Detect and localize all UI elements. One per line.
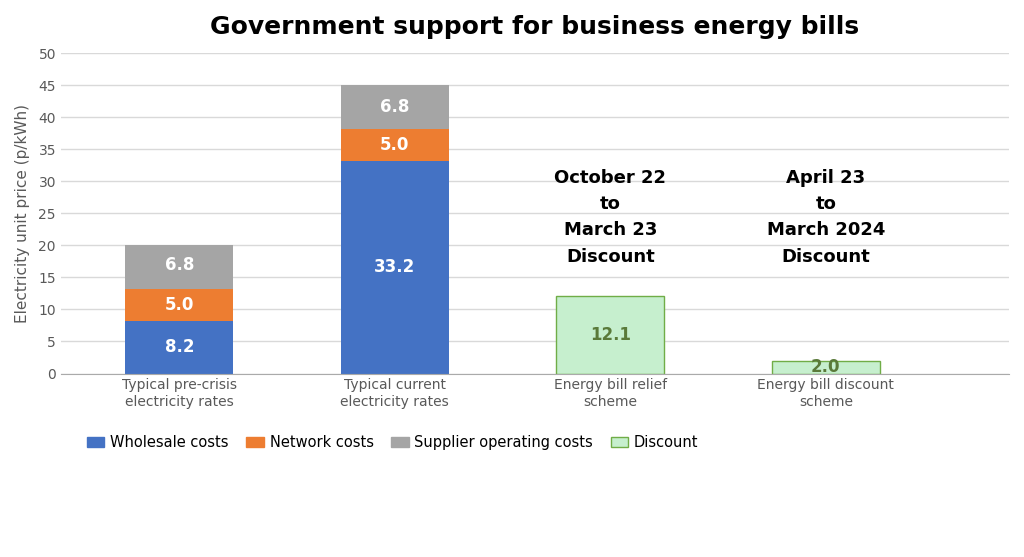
Text: 5.0: 5.0 — [380, 136, 410, 154]
Text: 8.2: 8.2 — [165, 338, 195, 356]
Bar — [126, 246, 233, 289]
Text: 6.8: 6.8 — [165, 256, 194, 275]
Title: Government support for business energy bills: Government support for business energy b… — [210, 15, 859, 39]
Text: 2.0: 2.0 — [811, 358, 841, 376]
Y-axis label: Electricity unit price (p/kWh): Electricity unit price (p/kWh) — [15, 104, 30, 323]
Bar — [126, 321, 233, 374]
Text: October 22
to
March 23
Discount: October 22 to March 23 Discount — [554, 169, 667, 266]
Bar — [556, 296, 665, 374]
Bar — [341, 85, 449, 129]
Bar — [341, 161, 449, 374]
Text: April 23
to
March 2024
Discount: April 23 to March 2024 Discount — [767, 169, 885, 266]
Bar — [126, 289, 233, 321]
Text: 6.8: 6.8 — [380, 98, 410, 116]
Bar — [772, 361, 880, 374]
Text: 12.1: 12.1 — [590, 326, 631, 344]
Text: 33.2: 33.2 — [374, 258, 416, 276]
Legend: Wholesale costs, Network costs, Supplier operating costs, Discount: Wholesale costs, Network costs, Supplier… — [81, 429, 705, 456]
Bar — [341, 129, 449, 161]
Text: 5.0: 5.0 — [165, 296, 194, 314]
